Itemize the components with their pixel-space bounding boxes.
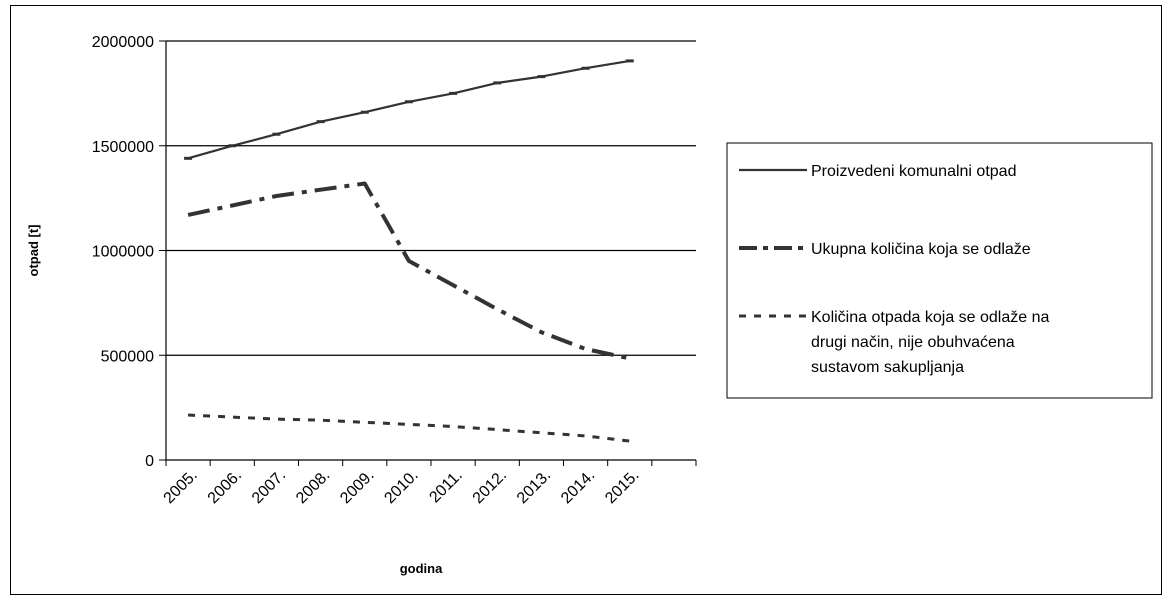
series-line-1 bbox=[187, 59, 630, 160]
legend-box bbox=[726, 142, 1153, 399]
y-axis-title: otpad [t] bbox=[26, 225, 41, 277]
series-lines bbox=[184, 59, 634, 443]
y-tick-labels: 0 500000 1000000 1500000 2000000 bbox=[92, 34, 154, 470]
y-tick-label: 1500000 bbox=[92, 139, 154, 156]
legend-label: Ukupna količina koja se odlaže bbox=[811, 241, 1031, 258]
legend-label: Proizvedeni komunalni otpad bbox=[811, 163, 1016, 180]
x-tick-label: 2007. bbox=[249, 467, 289, 507]
y-tick-label: 0 bbox=[145, 453, 154, 470]
legend: Proizvedeni komunalni otpad Ukupna količi… bbox=[726, 142, 1153, 399]
x-tick-label: 2010. bbox=[381, 467, 421, 507]
x-tick-label: 2009. bbox=[337, 467, 377, 507]
x-tick-label: 2005. bbox=[161, 467, 201, 507]
x-tick-labels: 2005. 2006. 2007. 2008. 2009. 2010. 2011. 2012.… bbox=[161, 467, 643, 507]
x-tick-label: 2015. bbox=[602, 467, 642, 507]
x-tick-label: 2014. bbox=[558, 467, 598, 507]
y-tick-label: 1000000 bbox=[92, 244, 154, 261]
x-axis-title: godina bbox=[400, 561, 443, 576]
axes bbox=[159, 40, 697, 466]
legend-label: drugi način, nije obuhvaćena bbox=[811, 334, 1015, 351]
legend-label: sustavom sakupljanja bbox=[811, 359, 964, 376]
x-tick-label: 2012. bbox=[470, 467, 510, 507]
series-line-2 bbox=[187, 181, 631, 361]
grid-lines bbox=[166, 40, 696, 356]
legend-label: Količina otpada koja se odlaže na bbox=[811, 309, 1049, 326]
x-tick-label: 2008. bbox=[293, 467, 333, 507]
x-tick-label: 2011. bbox=[426, 467, 465, 506]
chart-frame: 0 500000 1000000 1500000 2000000 2005. 2006. 2… bbox=[10, 5, 1162, 595]
series-line-3 bbox=[188, 413, 630, 443]
y-tick-label: 500000 bbox=[101, 348, 154, 365]
y-tick-label: 2000000 bbox=[92, 34, 154, 51]
x-tick-label: 2013. bbox=[514, 467, 554, 507]
x-tick-label: 2006. bbox=[205, 467, 245, 507]
